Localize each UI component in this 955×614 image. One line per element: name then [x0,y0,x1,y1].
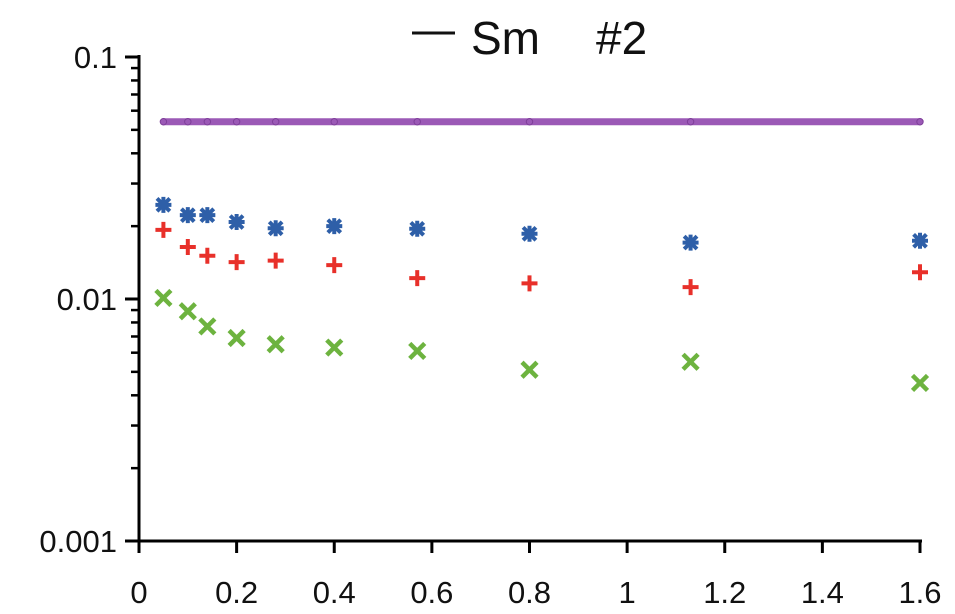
y-tick-label: 0.01 [57,282,117,317]
x-point [408,341,427,361]
line-point [525,118,534,126]
x-point [520,360,539,379]
plus-point [267,252,284,269]
line-point [413,118,421,126]
legend: Sm #2 [412,12,647,64]
line-point [184,118,192,126]
x-tick-label: 1.4 [801,575,844,610]
x-point [910,373,930,393]
x-tick-label: 1 [619,575,636,610]
star-point [521,225,538,242]
line-point [271,118,280,126]
star-point [179,207,196,224]
x-point [266,335,285,354]
line-point [232,118,241,126]
line-point [330,118,338,126]
legend-annotation: #2 [596,12,647,64]
legend-label: Sm [471,12,540,64]
line-point [686,118,695,126]
axes [137,55,922,543]
x-tick-label: 0.6 [410,575,453,610]
series-plus [155,221,928,296]
star-point [912,232,928,249]
x-tick-label: 0.4 [313,575,356,610]
star-point [267,220,284,237]
plus-point [199,247,216,264]
star-point [228,214,245,231]
star-point [409,220,426,237]
plus-point [326,257,343,274]
x-point [178,302,197,321]
plus-point [521,275,538,292]
x-tick-label: 0.2 [215,575,258,610]
line-point [159,118,168,126]
x-point [325,338,344,357]
x-point [681,352,700,371]
series-x [154,288,930,393]
x-tick-label: 1.6 [898,575,941,610]
star-point [199,207,216,224]
plus-point [409,270,426,287]
x-tick-label: 0 [130,575,147,610]
x-tick-label: 1.2 [703,575,746,610]
plus-point [912,264,928,281]
series-layer [154,118,930,393]
y-tick-label: 0.001 [39,524,117,559]
series-line [159,118,924,126]
x-tick-label: 0.8 [508,575,551,610]
ticks: 0.001 0.01 0.1 0 0.2 0.4 0.6 0.8 1 1.2 1.4 1.6 [39,40,941,610]
y-tick-label: 0.1 [74,40,117,75]
plus-point [179,239,196,256]
line-point [203,118,212,126]
x-point [227,328,246,348]
star-point [326,218,343,235]
plus-point [155,221,172,238]
star-point [155,196,172,213]
line-point [916,118,924,126]
plus-point [228,254,245,271]
star-point [682,234,699,251]
x-point [154,288,173,308]
plus-point [682,279,699,296]
series-star [155,196,928,251]
x-point [198,317,217,336]
